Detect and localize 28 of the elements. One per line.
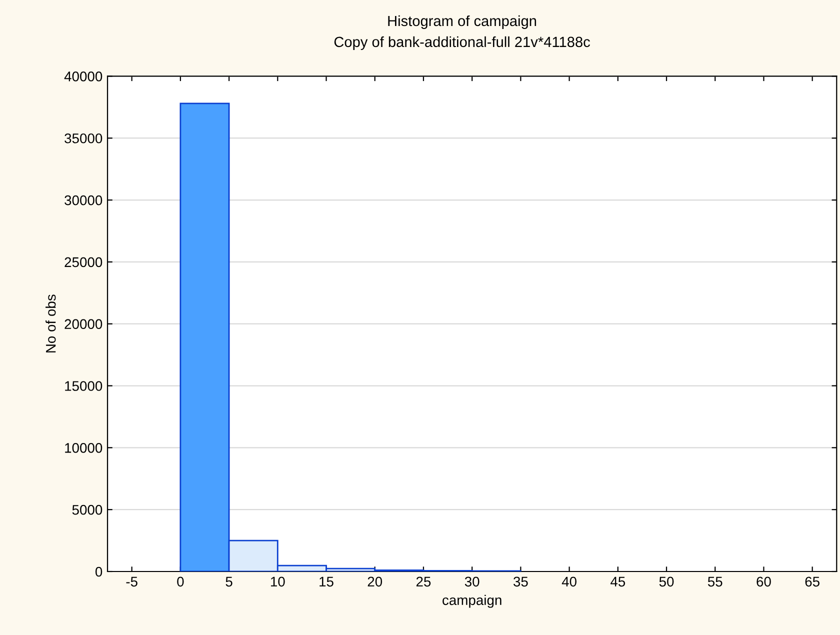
x-axis-title: campaign (442, 594, 502, 608)
x-tick-label: 65 (805, 576, 820, 587)
chart-subtitle: Copy of bank-additional-full 21v*41188c (334, 36, 590, 50)
x-tick-label: 50 (659, 576, 674, 587)
chart-title: Histogram of campaign (388, 15, 536, 30)
x-tick-label: 5 (226, 576, 232, 587)
y-tick-label: 25000 (64, 257, 102, 268)
y-tick-label: 20000 (64, 319, 102, 330)
x-tick-label: 20 (368, 576, 382, 587)
x-tick-label: 55 (708, 576, 722, 587)
y-tick-label: 0 (95, 566, 102, 577)
x-tick-label: 10 (270, 576, 285, 587)
x-tick-label: 60 (756, 576, 771, 587)
x-tick-label: 45 (610, 576, 626, 587)
y-tick-label: 5000 (72, 504, 102, 515)
y-tick-label: 15000 (65, 381, 102, 391)
x-tick-label: 25 (416, 576, 431, 587)
y-tick-label: 10000 (65, 443, 102, 453)
x-tick-label: 35 (513, 576, 528, 587)
x-tick-label: 40 (562, 576, 576, 587)
y-tick-label: 40000 (64, 72, 102, 82)
x-tick-label: -5 (126, 576, 138, 587)
x-tick-label: 30 (464, 576, 480, 587)
x-tick-label: 15 (320, 576, 334, 587)
y-tick-label: 35000 (64, 133, 102, 144)
y-tick-label: 30000 (64, 195, 102, 206)
y-axis-title: No of obs (46, 294, 56, 352)
x-tick-label: 0 (177, 576, 184, 587)
